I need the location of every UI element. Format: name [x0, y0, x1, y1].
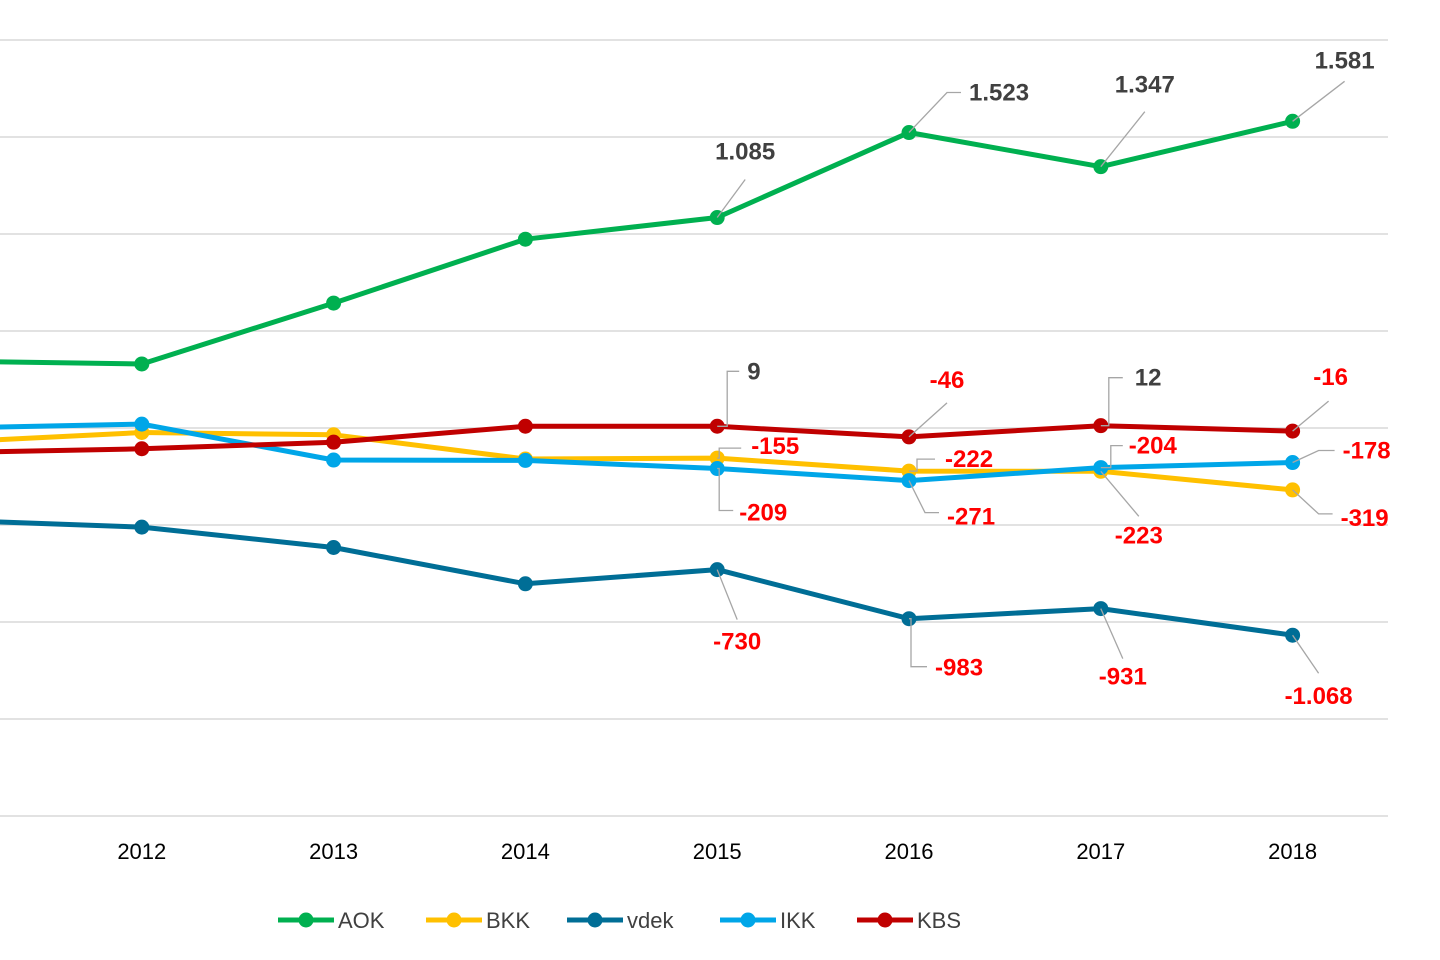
- data-point-vdek: [517, 576, 533, 592]
- data-point-kbs: [326, 434, 342, 450]
- legend-item-vdek: vdek: [567, 908, 674, 933]
- legend-swatch-marker: [446, 912, 462, 928]
- data-label-vdek: -931: [1099, 664, 1147, 691]
- label-leader-line: [1292, 489, 1333, 515]
- legend-label: BKK: [486, 908, 530, 933]
- data-label-aok: 1.581: [1315, 47, 1375, 74]
- data-point-aok: [709, 210, 725, 226]
- data-label-ikk: -271: [947, 504, 995, 531]
- data-point-ikk: [901, 473, 917, 489]
- label-leader-line: [717, 370, 740, 427]
- legend-label: IKK: [780, 908, 816, 933]
- legend-label: KBS: [917, 908, 961, 933]
- data-label-kbs: -46: [930, 367, 965, 394]
- label-leader-line: [717, 467, 734, 512]
- data-label-ikk: -178: [1343, 438, 1391, 465]
- label-leader-line: [1292, 634, 1320, 674]
- label-leader-line: [908, 402, 948, 438]
- data-label-vdek: -730: [713, 629, 761, 656]
- data-label-ikk: -204: [1129, 433, 1178, 460]
- data-point-kbs: [1285, 423, 1301, 439]
- data-label-bkk: -222: [945, 446, 993, 473]
- data-label-kbs: 12: [1135, 365, 1162, 392]
- series-line-vdek: [0, 519, 1296, 638]
- legend-item-ikk: IKK: [720, 908, 816, 933]
- data-label-kbs: -16: [1313, 364, 1348, 391]
- data-point-vdek: [134, 519, 150, 535]
- label-leader-line: [909, 618, 927, 668]
- data-label-aok: 1.347: [1115, 72, 1175, 99]
- data-label-bkk: -319: [1341, 505, 1389, 532]
- label-leader-line: [908, 91, 961, 133]
- label-leader-line: [908, 480, 939, 514]
- label-leader-line: [717, 447, 742, 459]
- data-label-kbs: 9: [747, 358, 760, 385]
- legend-swatch-marker: [587, 912, 603, 928]
- data-point-kbs: [517, 418, 533, 434]
- legend-swatch-marker: [877, 912, 893, 928]
- data-label-bkk: -223: [1115, 522, 1163, 549]
- data-point-aok: [134, 356, 150, 372]
- x-tick-label: 2012: [117, 839, 166, 864]
- x-tick-label: 2013: [309, 839, 358, 864]
- series-line-ikk: [0, 421, 1296, 484]
- data-point-ikk: [517, 452, 533, 468]
- legend: AOK BKK vdek IKK KBS: [278, 908, 961, 933]
- x-tick-label: 2015: [693, 839, 742, 864]
- label-leader-line: [1292, 449, 1335, 464]
- label-leader-line: [1292, 400, 1330, 432]
- data-label-ikk: -209: [739, 500, 787, 527]
- label-leader-line: [1100, 608, 1124, 659]
- legend-item-kbs: KBS: [857, 908, 961, 933]
- legend-item-bkk: BKK: [426, 908, 530, 933]
- data-point-aok: [326, 295, 342, 311]
- label-leader-line: [1100, 470, 1140, 517]
- series-line-aok: [0, 118, 1296, 367]
- label-leader-line: [1100, 111, 1146, 168]
- data-point-vdek: [326, 540, 342, 556]
- data-point-vdek: [1285, 627, 1301, 643]
- legend-swatch-marker: [298, 912, 314, 928]
- legend-label: AOK: [338, 908, 385, 933]
- series-lines: [0, 113, 1301, 643]
- data-point-kbs: [134, 441, 150, 457]
- data-labels: 1.085 1.523 1.347 1.581 9 -46 12 -16 -155 -222 -22…: [713, 47, 1390, 710]
- label-leader-line: [1100, 444, 1123, 469]
- data-point-aok: [517, 231, 533, 247]
- label-leader-line: [716, 179, 746, 218]
- data-point-ikk: [134, 416, 150, 432]
- legend-swatch-marker: [740, 912, 756, 928]
- data-label-vdek: -1.068: [1285, 683, 1353, 710]
- label-leader-line: [716, 569, 738, 620]
- x-tick-label: 2016: [885, 839, 934, 864]
- x-tick-label: 2017: [1076, 839, 1125, 864]
- label-leader-line: [1100, 377, 1123, 427]
- data-label-aok: 1.523: [969, 80, 1029, 107]
- data-label-aok: 1.085: [715, 139, 775, 166]
- x-tick-label: 2018: [1268, 839, 1317, 864]
- series-line-kbs: [0, 423, 1296, 455]
- data-point-ikk: [1285, 455, 1301, 471]
- data-label-bkk: -155: [751, 433, 799, 460]
- legend-item-aok: AOK: [278, 908, 385, 933]
- label-leader-line: [1292, 80, 1345, 122]
- label-leader-line: [909, 458, 935, 472]
- x-axis-tick-labels: 2012 2013 2014 2015 2016 2017 2018: [117, 839, 1317, 864]
- legend-label: vdek: [627, 908, 674, 933]
- x-tick-label: 2014: [501, 839, 550, 864]
- data-label-vdek: -983: [935, 655, 983, 682]
- data-point-ikk: [326, 452, 342, 468]
